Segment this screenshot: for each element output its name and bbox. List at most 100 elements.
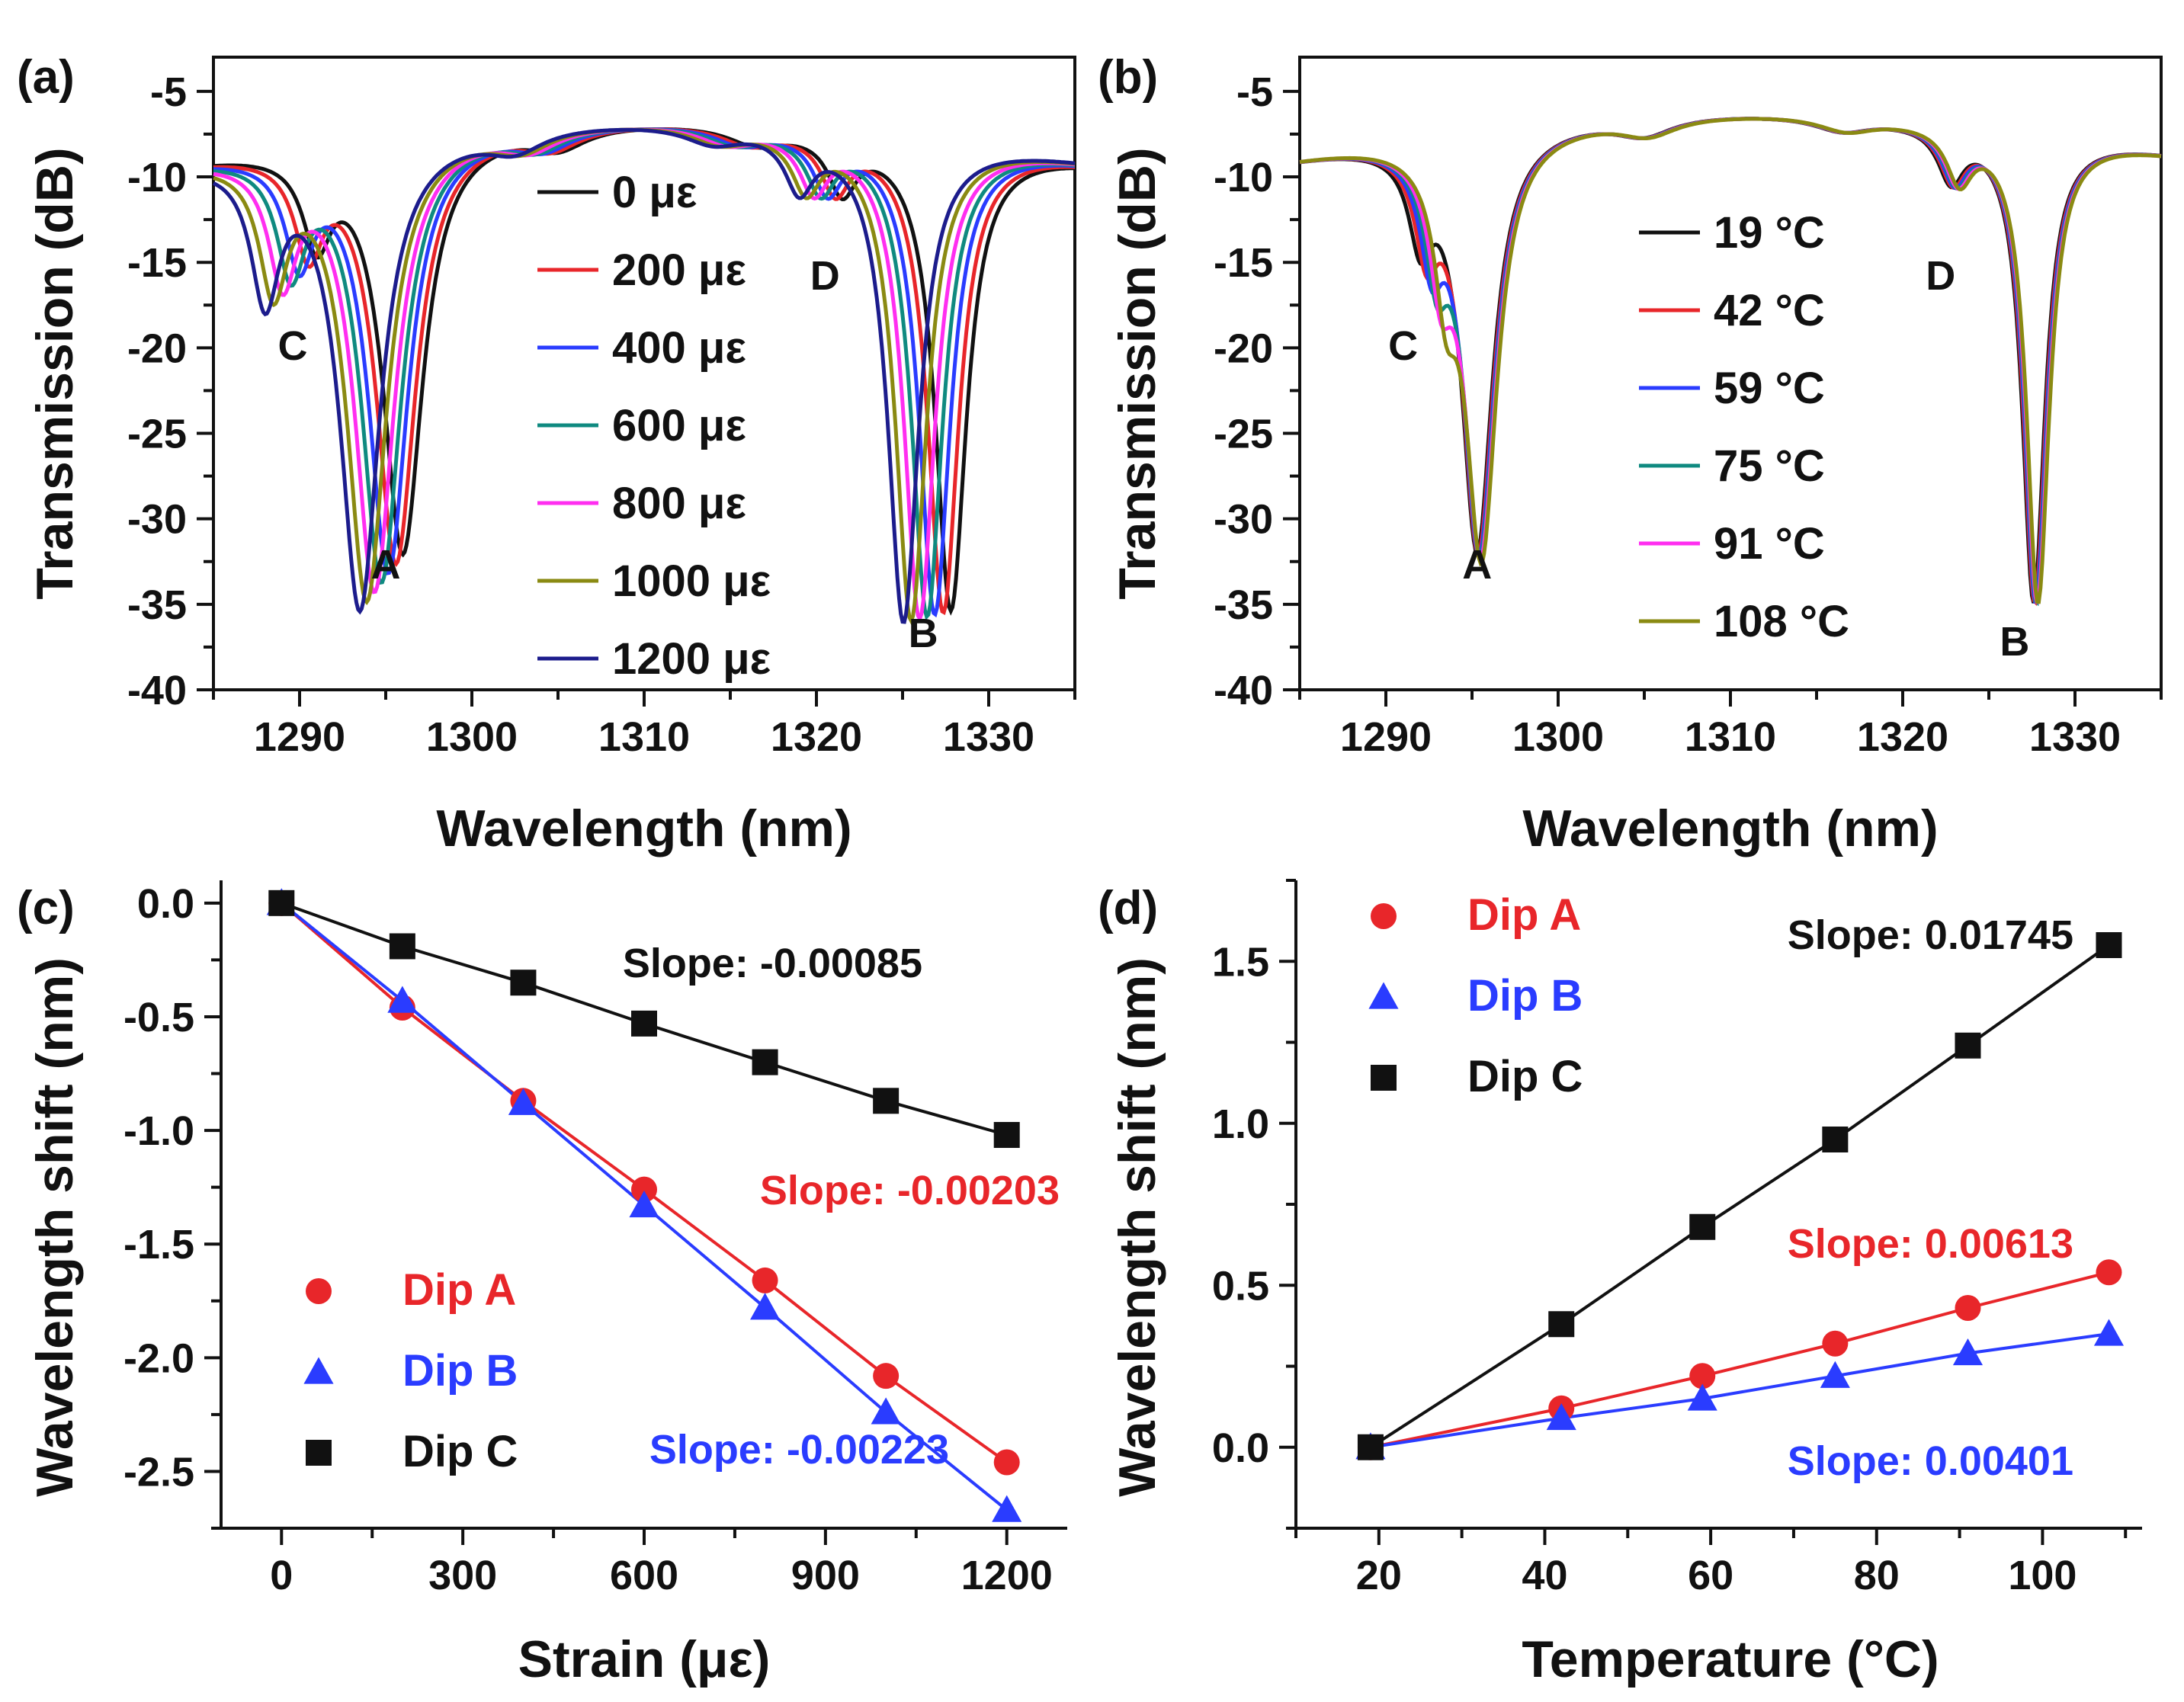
- y-tick-label: -10: [127, 155, 187, 200]
- x-tick-label: 1330: [2029, 714, 2121, 760]
- data-point-dip-b: [2093, 1319, 2125, 1346]
- panel-c-strain-shift: (c) 0 300 600 900 1200 0.0 -0.5 -1.0 -1.5 -2.0 -2.…: [17, 880, 1067, 1688]
- y-tick-label: -5: [1236, 69, 1273, 115]
- data-point-dip-c: [2096, 932, 2122, 958]
- slope-label: Slope: 0.01745: [1788, 912, 2073, 958]
- y-tick-label: -15: [1214, 240, 1273, 286]
- y-tick-label: -40: [127, 668, 187, 713]
- panel-d-data-points: [1355, 932, 2125, 1460]
- y-tick-label: -15: [127, 240, 187, 286]
- legend-marker: [1368, 982, 1399, 1009]
- legend-label: 800 με: [612, 479, 746, 528]
- y-tick-label: -1.0: [123, 1108, 194, 1154]
- legend-label: Dip B: [402, 1346, 518, 1396]
- data-point-dip-a: [1822, 1330, 1849, 1357]
- x-tick-label: 1320: [1857, 714, 1948, 760]
- legend-label: 0 με: [612, 168, 697, 217]
- slope-label: Slope: -0.00203: [760, 1168, 1060, 1213]
- legend-marker: [303, 1357, 334, 1384]
- y-tick-label: -20: [1214, 325, 1273, 371]
- panel-c-x-axis-title: Strain (με): [518, 1630, 771, 1688]
- data-point-dip-b: [1820, 1361, 1850, 1388]
- legend-label: Dip C: [402, 1427, 518, 1476]
- x-tick-label: 600: [610, 1553, 678, 1598]
- fit-line-dip-c: [1369, 944, 2110, 1449]
- x-tick-label: 20: [1356, 1553, 1402, 1598]
- legend-label: 59 °C: [1714, 364, 1825, 413]
- data-point-dip-b: [1952, 1338, 1984, 1366]
- slope-label: Slope: -0.00085: [623, 941, 922, 986]
- x-tick-label: 1290: [254, 714, 345, 760]
- dip-label-b: B: [909, 611, 938, 656]
- legend-label: 1200 με: [612, 634, 771, 684]
- panel-b-axes: 1290 1300 1310 1320 1330 -40 -35 -30 -25 -20 -15 -1…: [1214, 69, 2163, 760]
- spectrum-line-6: [1299, 117, 2162, 604]
- data-point-dip-c: [873, 1088, 900, 1114]
- panel-a-x-axis-title: Wavelength (nm): [436, 800, 851, 857]
- data-point-dip-a: [1689, 1363, 1716, 1389]
- legend-marker: [306, 1278, 332, 1304]
- x-tick-label: 1300: [1512, 714, 1604, 760]
- y-tick-label: -2.0: [123, 1335, 194, 1381]
- panel-a-strain-spectra: (a) 1290 1300 1310 1320 1330 -40 -35 -30 -25 -20 -…: [17, 51, 1076, 857]
- panel-a-axes: 1290 1300 1310 1320 1330 -40 -35 -30 -25 -20 -15 -1…: [127, 69, 1076, 760]
- fit-line-dip-b: [1370, 1332, 2109, 1449]
- data-point-dip-a: [993, 1449, 1020, 1476]
- data-point-dip-b: [629, 1190, 659, 1218]
- y-tick-label: 0.0: [1212, 1425, 1269, 1471]
- legend-label: 400 με: [612, 323, 746, 373]
- fit-line-dip-a: [1370, 1271, 2109, 1449]
- y-tick-label: 0.0: [137, 881, 194, 927]
- y-tick-label: -1.5: [123, 1222, 194, 1268]
- dip-label-c: C: [1388, 323, 1418, 369]
- data-point-dip-c: [1548, 1311, 1575, 1338]
- data-point-dip-c: [389, 933, 415, 960]
- panel-b-temperature-spectra: (b) 1290 1300 1310 1320 1330 -40 -35 -30 -25 -20 -…: [1098, 51, 2163, 857]
- panel-c-y-axis-title: Wavelength shift (nm): [26, 957, 84, 1497]
- panel-d-axes: 20 40 60 80 100 0.0 0.5 1.0 1.5: [1212, 879, 2142, 1598]
- y-tick-label: -5: [150, 69, 187, 115]
- y-tick-label: -35: [127, 582, 187, 628]
- panel-a-y-axis-title: Transmission (dB): [26, 147, 84, 599]
- data-point-dip-c: [631, 1010, 657, 1037]
- y-tick-label: -30: [1214, 497, 1273, 543]
- slope-label: Slope: -0.00223: [649, 1427, 949, 1473]
- legend-label: 1000 με: [612, 556, 771, 606]
- panel-b-legend: 19 °C 42 °C 59 °C 75 °C 91 °C 108 °C: [1639, 208, 1849, 646]
- x-tick-label: 60: [1688, 1553, 1733, 1598]
- data-point-dip-a: [2096, 1259, 2122, 1286]
- y-tick-label: 1.0: [1212, 1101, 1269, 1147]
- data-point-dip-a: [752, 1267, 778, 1293]
- x-tick-label: 1320: [771, 714, 862, 760]
- y-tick-label: -30: [127, 497, 187, 543]
- data-point-dip-c: [1357, 1434, 1384, 1460]
- data-point-dip-b: [387, 986, 418, 1013]
- x-tick-label: 1310: [1685, 714, 1776, 760]
- legend-label: Dip A: [1467, 890, 1581, 940]
- data-point-dip-c: [1689, 1213, 1716, 1240]
- data-point-dip-c: [1822, 1127, 1849, 1152]
- x-tick-label: 1300: [426, 714, 518, 760]
- x-tick-label: 1310: [598, 714, 690, 760]
- legend-label: 108 °C: [1714, 597, 1849, 646]
- y-tick-label: -2.5: [123, 1449, 194, 1495]
- panel-d-legend: Dip A Dip B Dip C: [1368, 890, 1583, 1101]
- data-point-dip-b: [750, 1293, 781, 1320]
- dip-label-a: A: [371, 542, 401, 588]
- dip-label-d: D: [1926, 253, 1955, 299]
- spectrum-line-7: [212, 127, 1076, 624]
- x-tick-label: 100: [2008, 1553, 2077, 1598]
- data-point-dip-c: [1955, 1032, 1981, 1059]
- slope-label: Slope: 0.00401: [1788, 1438, 2073, 1484]
- legend-label: Dip C: [1467, 1052, 1583, 1101]
- panel-d-slope-labels: Slope: 0.00613 Slope: 0.00401 Slope: 0.017…: [1788, 912, 2073, 1484]
- data-point-dip-c: [993, 1122, 1020, 1149]
- y-tick-label: -25: [127, 412, 187, 457]
- legend-marker: [1371, 1065, 1397, 1091]
- panel-d-label: (d): [1098, 882, 1158, 934]
- x-tick-label: 80: [1854, 1553, 1900, 1598]
- panel-a-annotations: A B C D: [277, 253, 938, 656]
- legend-label: 19 °C: [1714, 208, 1825, 258]
